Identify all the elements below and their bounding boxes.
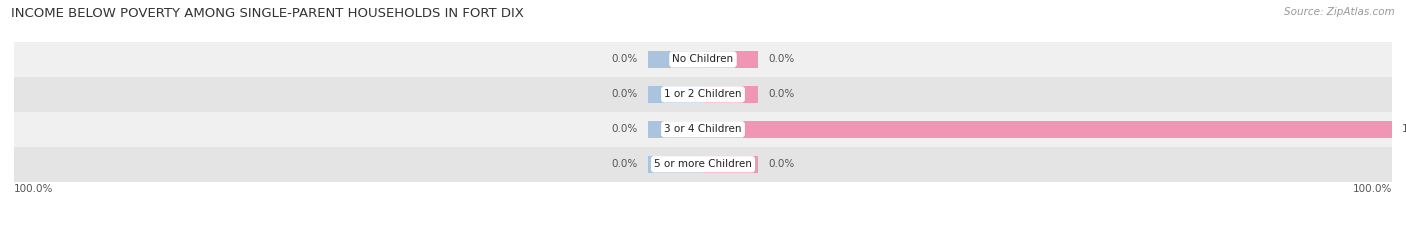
Bar [703,51,758,68]
Bar [703,121,1392,138]
Bar [14,147,1392,182]
Text: No Children: No Children [672,55,734,64]
Text: 0.0%: 0.0% [612,124,637,134]
Bar [14,112,1392,147]
Bar [648,156,703,173]
Text: INCOME BELOW POVERTY AMONG SINGLE-PARENT HOUSEHOLDS IN FORT DIX: INCOME BELOW POVERTY AMONG SINGLE-PARENT… [11,7,524,20]
Bar [648,51,703,68]
Bar [648,86,703,103]
Text: 100.0%: 100.0% [1353,185,1392,194]
Text: 0.0%: 0.0% [612,55,637,64]
Text: 0.0%: 0.0% [612,89,637,99]
Text: 0.0%: 0.0% [769,89,794,99]
Text: 0.0%: 0.0% [769,159,794,169]
Text: 100.0%: 100.0% [14,185,53,194]
Bar [14,42,1392,77]
Text: 1 or 2 Children: 1 or 2 Children [664,89,742,99]
Legend: Single Father, Single Mother: Single Father, Single Mother [610,231,796,233]
Bar [703,86,758,103]
Bar [648,121,703,138]
Text: 100.0%: 100.0% [1402,124,1406,134]
Text: 5 or more Children: 5 or more Children [654,159,752,169]
Text: 0.0%: 0.0% [769,55,794,64]
Text: 0.0%: 0.0% [612,159,637,169]
Text: Source: ZipAtlas.com: Source: ZipAtlas.com [1284,7,1395,17]
Text: 3 or 4 Children: 3 or 4 Children [664,124,742,134]
Bar [14,77,1392,112]
Bar [703,156,758,173]
